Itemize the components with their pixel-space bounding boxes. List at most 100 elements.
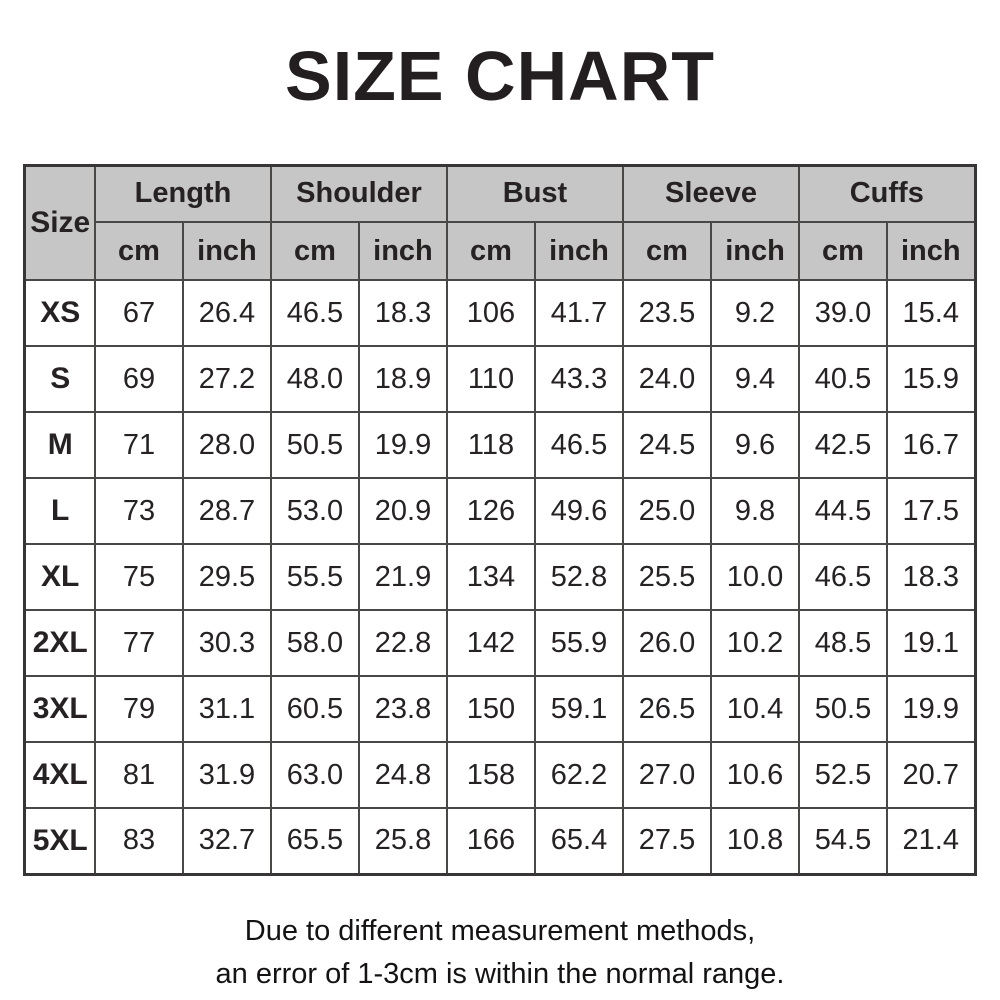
value-cell: 18.3 (886, 543, 977, 611)
value-cell: 49.6 (533, 477, 625, 545)
value-cell: 28.7 (181, 477, 272, 545)
value-cell: 46.5 (269, 279, 360, 347)
value-cell: 23.5 (622, 279, 712, 347)
value-cell: 10.4 (709, 675, 801, 743)
value-cell: 25.0 (622, 477, 712, 545)
value-cell: 24.5 (622, 411, 712, 479)
value-cell: 73 (93, 477, 184, 545)
value-cell: 142 (445, 609, 536, 677)
value-cell: 31.1 (181, 675, 272, 743)
header-group-cuffs: Cuffs (798, 164, 977, 223)
table-row: 2XL 77 30.3 58.0 22.8 142 55.9 26.0 10.2… (23, 609, 977, 677)
value-cell: 10.2 (709, 609, 801, 677)
table-row: XS 67 26.4 46.5 18.3 106 41.7 23.5 9.2 3… (23, 279, 977, 347)
size-cell: XL (23, 543, 96, 611)
value-cell: 43.3 (533, 345, 625, 413)
unit-cell-sleeve-inch: inch (709, 221, 801, 281)
table-row: L 73 28.7 53.0 20.9 126 49.6 25.0 9.8 44… (23, 477, 977, 545)
value-cell: 17.5 (886, 477, 977, 545)
value-cell: 75 (93, 543, 184, 611)
value-cell: 25.5 (622, 543, 712, 611)
value-cell: 19.1 (886, 609, 977, 677)
header-unit-row: cm inch cm inch cm inch cm inch cm inch (25, 221, 977, 281)
value-cell: 150 (445, 675, 536, 743)
value-cell: 134 (445, 543, 536, 611)
measurement-disclaimer: Due to different measurement methods, an… (0, 910, 1000, 997)
value-cell: 10.8 (709, 807, 801, 875)
value-cell: 27.2 (181, 345, 272, 413)
value-cell: 52.8 (533, 543, 625, 611)
table-row: 4XL 81 31.9 63.0 24.8 158 62.2 27.0 10.6… (23, 741, 977, 809)
value-cell: 60.5 (269, 675, 360, 743)
size-chart-table: Size Length Shoulder Bust Sleeve Cuffs c… (23, 163, 977, 876)
size-cell: 5XL (23, 807, 96, 875)
value-cell: 19.9 (886, 675, 977, 743)
page-title: SIZE CHART (285, 37, 715, 115)
table-row: S 69 27.2 48.0 18.9 110 43.3 24.0 9.4 40… (23, 345, 977, 413)
value-cell: 10.6 (709, 741, 801, 809)
value-cell: 41.7 (533, 279, 625, 347)
value-cell: 166 (445, 807, 536, 875)
value-cell: 55.5 (269, 543, 360, 611)
value-cell: 50.5 (269, 411, 360, 479)
value-cell: 19.9 (357, 411, 448, 479)
unit-cell-cuffs-cm: cm (798, 221, 889, 281)
value-cell: 27.0 (622, 741, 712, 809)
value-cell: 69 (93, 345, 184, 413)
value-cell: 65.4 (533, 807, 625, 875)
size-cell: 2XL (23, 609, 96, 677)
value-cell: 63.0 (269, 741, 360, 809)
value-cell: 18.3 (357, 279, 448, 347)
unit-cell-bust-inch: inch (533, 221, 625, 281)
value-cell: 22.8 (357, 609, 448, 677)
unit-cell-length-inch: inch (181, 221, 272, 281)
value-cell: 55.9 (533, 609, 625, 677)
value-cell: 15.9 (886, 345, 977, 413)
size-cell: XS (23, 279, 96, 347)
value-cell: 67 (93, 279, 184, 347)
value-cell: 81 (93, 741, 184, 809)
value-cell: 9.4 (709, 345, 801, 413)
value-cell: 21.4 (886, 807, 977, 875)
unit-cell-length-cm: cm (93, 221, 184, 281)
value-cell: 26.0 (622, 609, 712, 677)
value-cell: 26.5 (622, 675, 712, 743)
unit-cell-shoulder-cm: cm (269, 221, 360, 281)
unit-cell-cuffs-inch: inch (886, 221, 977, 281)
table-row: 3XL 79 31.1 60.5 23.8 150 59.1 26.5 10.4… (23, 675, 977, 743)
value-cell: 48.0 (269, 345, 360, 413)
value-cell: 26.4 (181, 279, 272, 347)
unit-cell-shoulder-inch: inch (357, 221, 448, 281)
size-cell: 3XL (23, 675, 96, 743)
disclaimer-line-2: an error of 1-3cm is within the normal r… (215, 958, 785, 990)
value-cell: 77 (93, 609, 184, 677)
value-cell: 71 (93, 411, 184, 479)
size-cell: S (23, 345, 96, 413)
value-cell: 24.0 (622, 345, 712, 413)
value-cell: 118 (445, 411, 536, 479)
value-cell: 31.9 (181, 741, 272, 809)
header-group-bust: Bust (445, 164, 625, 223)
value-cell: 83 (93, 807, 184, 875)
value-cell: 32.7 (181, 807, 272, 875)
unit-cell-sleeve-cm: cm (622, 221, 712, 281)
value-cell: 18.9 (357, 345, 448, 413)
value-cell: 46.5 (533, 411, 625, 479)
table-row: M 71 28.0 50.5 19.9 118 46.5 24.5 9.6 42… (23, 411, 977, 479)
value-cell: 39.0 (798, 279, 889, 347)
value-cell: 28.0 (181, 411, 272, 479)
disclaimer-line-1: Due to different measurement methods, (244, 914, 756, 947)
header-group-row: Size Length Shoulder Bust Sleeve Cuffs (23, 164, 977, 281)
value-cell: 50.5 (798, 675, 889, 743)
value-cell: 16.7 (886, 411, 977, 479)
table-row: XL 75 29.5 55.5 21.9 134 52.8 25.5 10.0 … (23, 543, 977, 611)
value-cell: 158 (445, 741, 536, 809)
value-cell: 110 (445, 345, 536, 413)
value-cell: 9.2 (709, 279, 801, 347)
value-cell: 29.5 (181, 543, 272, 611)
value-cell: 30.3 (181, 609, 272, 677)
value-cell: 59.1 (533, 675, 625, 743)
header-group-shoulder: Shoulder (269, 164, 448, 223)
value-cell: 54.5 (798, 807, 889, 875)
